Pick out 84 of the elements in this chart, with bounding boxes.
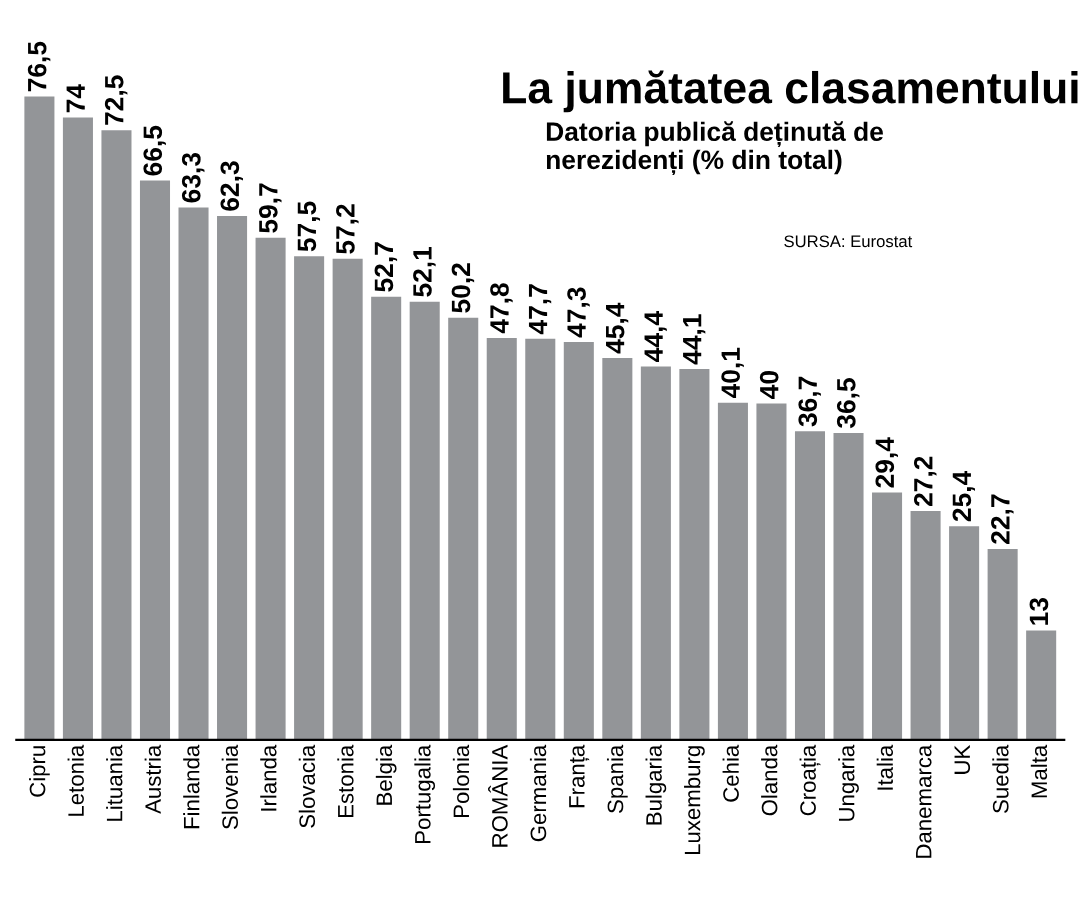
- bar: [62, 117, 93, 740]
- bar: [332, 258, 363, 740]
- bar: [910, 511, 941, 740]
- x-tick-label: Olanda: [761, 744, 778, 816]
- bar: [371, 296, 402, 740]
- data-label: 47,7: [528, 284, 552, 335]
- data-label: 29,4: [875, 437, 898, 488]
- data-label: 57,5: [297, 201, 321, 252]
- data-label: 52,1: [413, 246, 436, 297]
- x-tick-label: Suedia: [992, 744, 1009, 813]
- bar: [563, 342, 594, 740]
- x-tick-label: Belgia: [375, 744, 397, 805]
- x-tick-label: Slovacia: [298, 744, 316, 828]
- bar: [949, 526, 980, 740]
- x-tick-label: Slovenia: [221, 744, 239, 829]
- x-tick-label: Estonia: [337, 744, 354, 818]
- x-tick-label: Cipru: [29, 746, 50, 797]
- bar: [794, 431, 826, 740]
- bar: [1026, 630, 1057, 740]
- data-label: 36,7: [798, 376, 821, 427]
- x-tick-label: Lituania: [106, 744, 123, 821]
- data-label: 62,3: [220, 161, 243, 211]
- x-tick-label: ROMÂNIA: [488, 744, 508, 847]
- data-label: 47,3: [567, 287, 590, 338]
- bar: [679, 368, 710, 740]
- data-label: 45,4: [606, 302, 629, 354]
- data-label: 47,8: [490, 283, 513, 334]
- bar: [448, 317, 479, 740]
- data-label: 74: [66, 84, 85, 113]
- bar: [486, 337, 517, 740]
- data-label: 76,5: [27, 41, 51, 92]
- data-label: 57,2: [336, 204, 359, 254]
- bar: [217, 215, 248, 740]
- x-tick-label: Malta: [1030, 744, 1048, 798]
- data-label: 63,3: [181, 152, 205, 203]
- x-tick-label: Croația: [799, 744, 821, 816]
- data-label: 40,1: [721, 347, 744, 399]
- data-label: 72,5: [104, 75, 128, 125]
- x-tick-label: Letonia: [67, 744, 84, 816]
- bar: [24, 96, 55, 740]
- data-label: 25,4: [952, 470, 976, 522]
- bar: [139, 180, 171, 740]
- bar: [872, 492, 903, 740]
- bar: [602, 358, 633, 740]
- x-tick-label: Finlanda: [183, 744, 200, 829]
- bar: [833, 432, 864, 740]
- data-label: 52,7: [374, 242, 398, 292]
- text: Datoria publică deținută de nerezidenți (% din total): [546, 121, 883, 176]
- x-tick-label: Portugalia: [414, 744, 436, 843]
- x-tick-label: Germania: [529, 744, 547, 842]
- x-tick-label: Polonia: [452, 744, 470, 818]
- bar: [756, 403, 787, 740]
- bar: [178, 207, 209, 740]
- x-tick-label: Italia: [876, 744, 894, 790]
- x-tick-label: Ungaria: [838, 744, 859, 821]
- x-tick-label: UK: [954, 744, 971, 774]
- bar: [717, 402, 748, 740]
- bar: [525, 338, 556, 740]
- bar: [101, 130, 132, 740]
- bar: [255, 237, 286, 740]
- bar: [294, 256, 325, 740]
- data-label: 27,2: [913, 456, 937, 507]
- x-tick-label: Spania: [606, 744, 628, 813]
- data-label: 40: [759, 371, 779, 399]
- x-tick-label: Bulgaria: [645, 744, 667, 825]
- x-tick-label: Luxemburg: [684, 746, 705, 855]
- x-tick-label: Austria: [144, 744, 161, 814]
- annotation: SURSA: Eurostat: [784, 235, 913, 248]
- x-tick-label: Cehia: [722, 744, 739, 802]
- x-tick-label: Franța: [569, 744, 590, 808]
- data-label: 44,1: [683, 314, 706, 365]
- bar: [409, 301, 440, 740]
- data-label: 36,5: [836, 378, 860, 429]
- x-tick-label: Danemarca: [916, 744, 932, 858]
- data-label: 50,2: [451, 263, 475, 313]
- bar: [987, 548, 1018, 740]
- data-label: 22,7: [991, 494, 1014, 544]
- data-label: 66,5: [143, 125, 166, 176]
- data-label: 44,4: [644, 311, 667, 362]
- chart-title: La jumătatea clasamentului: [503, 70, 1078, 113]
- bar: [640, 366, 671, 740]
- data-label: 13: [1029, 597, 1049, 625]
- x-tick-label: Irlanda: [260, 744, 277, 811]
- data-label: 59,7: [258, 183, 282, 233]
